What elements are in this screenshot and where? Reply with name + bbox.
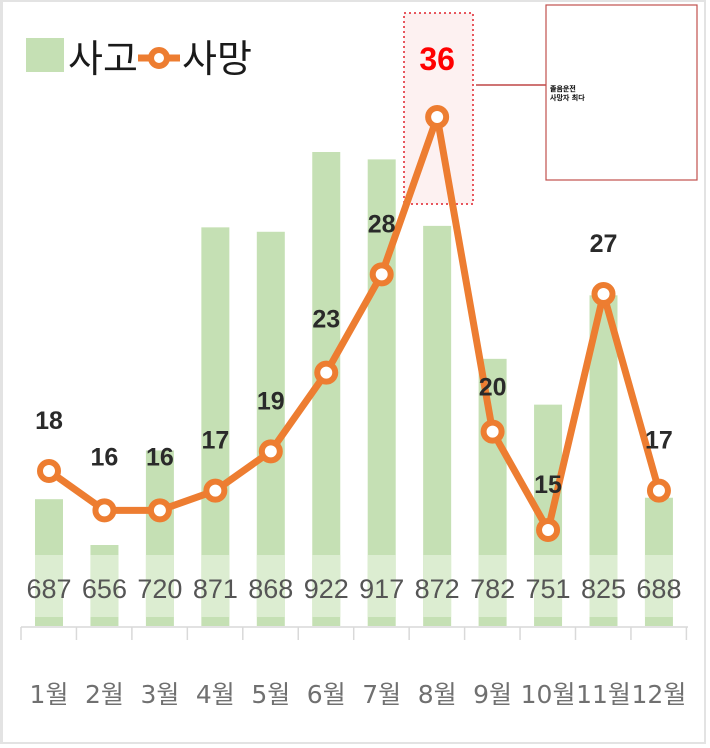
- accident-count-label: 871: [193, 574, 238, 604]
- accident-count-label: 782: [470, 574, 515, 604]
- month-label: 3월: [140, 680, 179, 709]
- accident-count-label: 825: [581, 574, 626, 604]
- month-label: 8월: [418, 680, 457, 709]
- death-point-3월: [147, 498, 172, 523]
- month-label: 1월: [30, 680, 69, 709]
- accident-count-label: 917: [359, 574, 404, 604]
- legend: 사고 사망: [26, 37, 252, 81]
- bar-12월: [644, 497, 673, 626]
- death-count-label: 17: [645, 427, 673, 455]
- death-point-11월: [591, 282, 616, 306]
- accident-count-label: 922: [304, 574, 349, 604]
- death-line: [37, 105, 671, 542]
- death-count-label: 20: [479, 374, 507, 402]
- death-point-4월: [203, 478, 228, 503]
- month-label: 9월: [473, 680, 512, 709]
- month-label: 2월: [85, 680, 124, 709]
- accident-count-label: 872: [415, 574, 460, 604]
- legend-deaths-marker-icon: [138, 47, 180, 69]
- callout-box: [545, 4, 698, 181]
- bar-8월: [423, 225, 452, 626]
- death-point-7월: [369, 262, 394, 287]
- callout-line1: 졸음운전: [550, 84, 576, 93]
- accident-count-label: 868: [248, 574, 293, 604]
- accident-count-label: 687: [26, 574, 71, 604]
- month-label: 11월: [576, 680, 631, 709]
- month-label: 5월: [251, 680, 290, 709]
- death-count-label: 28: [368, 210, 396, 238]
- death-count-label: 16: [91, 443, 119, 471]
- x-axis: 1월 2월 3월 4월 5월 6월 7월 8월 9월 10월 11월 12월: [20, 626, 688, 709]
- month-label: 4월: [196, 680, 235, 709]
- bar-4월: [201, 227, 230, 627]
- month-label: 12월: [632, 680, 687, 709]
- month-label: 6월: [307, 680, 346, 709]
- data-labels: 687 656 720 871 868 922 917 872 782 751 825 688 18 16…: [26, 41, 681, 604]
- bar-7월: [367, 159, 396, 627]
- accident-count-label: 656: [82, 574, 127, 604]
- peak-death-label: 36: [419, 41, 455, 77]
- bar-3월: [145, 450, 174, 626]
- death-point-10월: [536, 518, 561, 542]
- bar-1월: [35, 499, 63, 626]
- month-label: 7월: [362, 680, 401, 709]
- callout-line2: 사망자 최다: [550, 93, 585, 102]
- death-count-label: 23: [312, 306, 340, 334]
- death-point-12월: [646, 478, 671, 503]
- death-count-label: 16: [146, 443, 174, 471]
- accident-bars: [35, 152, 673, 627]
- death-count-label: 19: [257, 387, 285, 415]
- accident-count-label: 688: [636, 574, 681, 604]
- death-count-label: 17: [201, 427, 229, 455]
- death-point-6월: [314, 360, 339, 385]
- bar-9월: [478, 358, 507, 626]
- bar-11월: [589, 295, 618, 626]
- death-count-label: 18: [35, 407, 63, 435]
- death-count-label: 27: [590, 230, 618, 258]
- death-point-5월: [258, 439, 283, 464]
- accident-count-label: 751: [526, 574, 571, 604]
- death-point-2월: [92, 498, 117, 523]
- legend-deaths-label: 사망: [182, 37, 252, 81]
- accident-count-label: 720: [137, 574, 182, 604]
- death-point-1월: [37, 459, 61, 483]
- legend-accidents-label: 사고: [68, 37, 138, 81]
- bar-2월: [90, 545, 119, 626]
- bar-5월: [256, 231, 285, 626]
- legend-accidents-swatch: [26, 38, 64, 72]
- death-point-9월: [480, 419, 505, 444]
- month-label: 10월: [521, 680, 576, 709]
- death-point-8월: [425, 105, 450, 129]
- death-count-label: 15: [534, 471, 562, 499]
